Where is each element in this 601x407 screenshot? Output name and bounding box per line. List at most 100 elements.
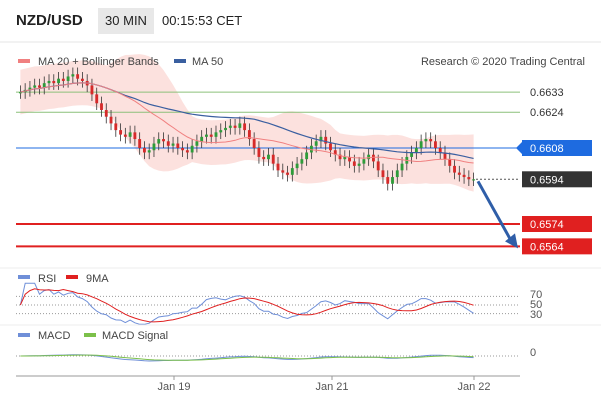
level-label-3: 0.6594 <box>530 174 564 186</box>
candle <box>295 156 299 175</box>
candle <box>80 72 84 88</box>
candle <box>128 125 132 144</box>
level-box-4 <box>522 216 592 232</box>
rsi-legend-label: RSI <box>38 273 56 285</box>
candles <box>18 67 476 191</box>
candle <box>52 74 56 90</box>
macd-panel <box>16 354 520 362</box>
x-tick-label-0: Jan 19 <box>157 381 190 393</box>
candle <box>276 156 280 178</box>
candle <box>90 78 94 102</box>
candle <box>467 170 471 186</box>
timeframe-button[interactable]: 30 MIN <box>98 8 154 34</box>
candle <box>233 118 237 135</box>
candle <box>33 78 37 95</box>
candle <box>109 110 113 131</box>
candle <box>371 148 375 169</box>
candle <box>290 161 294 182</box>
candle <box>205 127 208 144</box>
candle <box>434 134 437 155</box>
rsi-ma-legend-swatch <box>66 275 78 279</box>
candle <box>219 123 223 140</box>
candle <box>181 141 185 157</box>
candle <box>324 130 328 151</box>
candle <box>319 130 323 148</box>
candle <box>209 127 213 144</box>
candle <box>419 134 423 155</box>
candle <box>119 123 123 142</box>
candle <box>190 139 194 160</box>
candle <box>185 143 189 160</box>
candle <box>472 172 476 186</box>
candle <box>438 141 442 160</box>
candle <box>238 116 242 135</box>
symbol-label: NZD/USD <box>16 12 83 29</box>
candle <box>376 154 380 178</box>
candle <box>157 132 161 151</box>
macd-legend-label: MACD <box>38 330 70 342</box>
candle <box>42 76 46 95</box>
ma20-line <box>20 82 474 164</box>
candle <box>257 141 261 164</box>
candle <box>142 141 146 160</box>
candle <box>429 132 433 148</box>
level-label-2: 0.6608 <box>530 143 564 155</box>
candle <box>152 136 156 157</box>
macd-tick-0: 0 <box>530 347 536 359</box>
candle <box>133 125 137 146</box>
candle <box>381 163 385 184</box>
candle <box>57 72 60 90</box>
ma20-legend-swatch <box>18 59 30 63</box>
candle <box>329 136 332 157</box>
bollinger-band <box>20 54 474 192</box>
credit-label: Research © 2020 Trading Central <box>421 56 585 68</box>
candle <box>367 148 371 166</box>
rsi-ma-legend-label: 9MA <box>86 273 109 285</box>
level-label-1: 0.6624 <box>530 107 564 119</box>
candle <box>247 123 251 146</box>
candle <box>224 121 227 137</box>
rsi-tick-50: 50 <box>530 299 542 311</box>
candle <box>300 152 304 171</box>
candle <box>138 132 142 155</box>
candle <box>309 139 313 160</box>
bollinger-band-area <box>20 54 474 192</box>
level-label-5: 0.6564 <box>530 241 564 253</box>
ma20-legend-label: MA 20 + Bollinger Bands <box>38 56 159 68</box>
candle <box>267 148 270 166</box>
candle <box>443 145 447 166</box>
candle <box>357 156 361 173</box>
candle <box>414 141 418 160</box>
macd-signal-legend-swatch <box>84 333 96 337</box>
price-levels: 0.6633 0.6624 0.6608 0.6594 0.6574 0.6564 <box>16 87 592 255</box>
candle <box>38 78 41 95</box>
rsi-panel <box>16 282 520 325</box>
macd-signal-legend-label: MACD Signal <box>102 330 168 342</box>
candle <box>200 130 204 148</box>
candle <box>171 136 175 153</box>
candle <box>457 165 461 182</box>
macd-signal-line <box>20 354 474 361</box>
candle <box>338 148 342 166</box>
forecast-arrow <box>476 180 518 249</box>
candle <box>195 134 199 153</box>
level-box-5 <box>522 238 592 255</box>
candle <box>391 170 394 191</box>
candle <box>271 148 275 171</box>
x-tick-label-2: Jan 22 <box>457 381 490 393</box>
candle <box>100 96 103 117</box>
ma50-legend-swatch <box>174 59 186 63</box>
candle <box>395 163 399 184</box>
candle <box>281 163 285 180</box>
candle <box>28 80 32 97</box>
candle <box>424 132 428 148</box>
candle <box>162 132 165 148</box>
macd-legend-swatch <box>18 333 30 337</box>
candle <box>362 152 366 171</box>
candle <box>286 165 289 182</box>
rsi-line <box>19 282 474 325</box>
candle <box>123 127 127 144</box>
x-axis: Jan 19 Jan 21 Jan 22 <box>157 376 491 393</box>
candle <box>71 67 75 84</box>
